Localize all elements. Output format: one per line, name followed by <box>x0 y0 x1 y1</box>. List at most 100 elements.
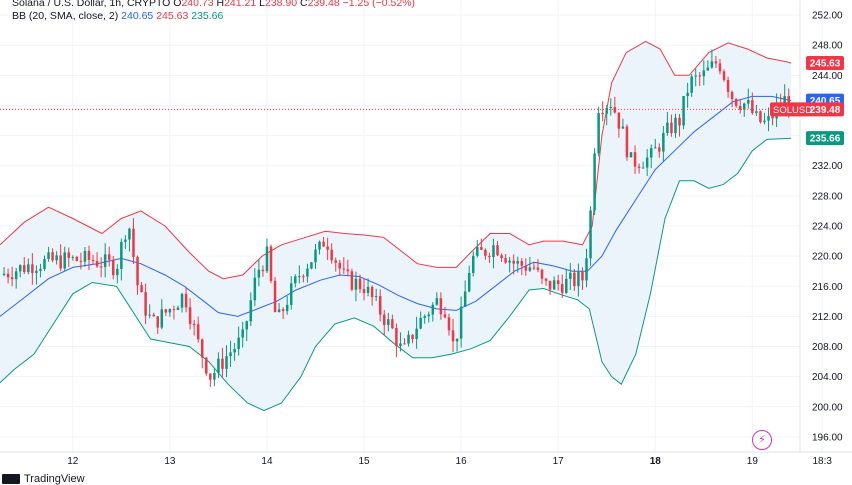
candle-body <box>787 96 790 107</box>
candle-body <box>334 260 337 263</box>
candle-body <box>496 245 499 256</box>
candle-body <box>136 256 139 286</box>
candle-body <box>67 252 71 258</box>
x-tick-label: 17 <box>553 456 565 467</box>
candle-body <box>314 249 317 263</box>
candle-body <box>544 278 548 281</box>
low-value: 238.90 <box>264 0 298 9</box>
price-tag <box>806 131 844 146</box>
legend-bb: BB (20, SMA, close, 2) 240.65 245.63 235… <box>12 10 223 22</box>
candle-body <box>443 314 447 318</box>
candle-body <box>767 116 770 121</box>
candle-body <box>245 321 248 330</box>
candle-body <box>95 261 99 267</box>
candle-body <box>629 152 633 158</box>
candle-body <box>18 265 22 272</box>
candle-body <box>617 112 621 129</box>
candle-body <box>411 334 414 339</box>
candle-body <box>500 255 503 259</box>
x-tick-label: 19 <box>747 456 759 467</box>
candle-body <box>383 314 386 326</box>
candle-body <box>217 358 220 374</box>
y-tick-label: 196.00 <box>812 432 843 443</box>
candle-body <box>120 241 123 269</box>
open-value: 240.73 <box>181 0 214 9</box>
candle-body <box>140 285 143 293</box>
last-price-value: 239.48 <box>810 105 841 116</box>
y-tick-label: 216.00 <box>812 282 843 293</box>
candle-body <box>480 247 483 250</box>
candle-body <box>350 271 354 290</box>
bb-upper-value: 245.63 <box>156 10 189 22</box>
candle-body <box>47 252 50 259</box>
x-tick-label: 12 <box>67 456 79 467</box>
candle-body <box>471 255 475 274</box>
candle-body <box>658 147 661 152</box>
candle-body <box>387 319 390 326</box>
candle-body <box>605 107 608 114</box>
footer-brand: TradingView <box>2 473 85 485</box>
y-tick-label: 220.00 <box>812 252 843 263</box>
candle-body <box>593 153 596 211</box>
candle-body <box>107 254 111 260</box>
high-label: H <box>216 0 225 9</box>
candle-body <box>601 113 604 115</box>
candle-body <box>698 75 702 77</box>
candle-body <box>435 298 439 305</box>
candle-body <box>27 264 30 273</box>
candle-body <box>540 269 544 279</box>
candle-body <box>419 317 422 329</box>
flash-icon[interactable]: ⚡ <box>752 430 772 450</box>
candle-body <box>512 260 515 264</box>
candle-body <box>783 96 786 105</box>
candle-body <box>730 91 734 99</box>
candle-body <box>302 276 305 278</box>
candle-body <box>306 268 309 277</box>
close-value: 239.48 <box>307 0 340 9</box>
bb-basis-value: 240.65 <box>121 10 154 22</box>
candle-body <box>649 148 653 158</box>
last-price-tag <box>770 102 844 117</box>
price-tag-label: 235.66 <box>810 134 841 145</box>
candle-body <box>504 258 507 263</box>
candle-body <box>686 92 689 97</box>
bb-basis-line <box>0 95 792 317</box>
candle-body <box>200 339 204 358</box>
y-tick-label: 212.00 <box>812 312 843 323</box>
candle-body <box>374 296 378 298</box>
y-tick-label: 248.00 <box>812 41 843 52</box>
candle-body <box>552 280 556 290</box>
candle-body <box>326 246 329 250</box>
candle-body <box>225 356 228 369</box>
candle-body <box>253 277 257 301</box>
candle-body <box>427 314 431 317</box>
candle-body <box>641 167 645 169</box>
open-label: O <box>173 0 182 9</box>
candle-body <box>87 250 91 260</box>
symbol-title: Solana / U.S. Dollar, 1h, CRYPTO <box>12 0 171 9</box>
candle-body <box>132 228 135 257</box>
candle-body <box>51 252 54 261</box>
candle-body <box>75 256 79 261</box>
y-tick-label: 244.00 <box>812 71 843 82</box>
candle-body <box>103 254 107 267</box>
candle-body <box>124 239 127 242</box>
candle-body <box>168 309 172 313</box>
candle-body <box>726 79 730 92</box>
candle-body <box>459 306 463 339</box>
candle-body <box>516 260 519 264</box>
candle-body <box>281 309 285 312</box>
y-tick-label: 204.00 <box>812 372 843 383</box>
candle-body <box>662 133 665 152</box>
candle-body <box>318 241 321 250</box>
x-tick-label: 14 <box>261 456 273 467</box>
candle-body <box>83 250 87 262</box>
candle-body <box>39 268 42 271</box>
candle-body <box>654 147 657 149</box>
candle-body <box>23 265 26 273</box>
candle-body <box>391 319 394 329</box>
candle-body <box>59 255 62 269</box>
candle-body <box>702 70 706 77</box>
